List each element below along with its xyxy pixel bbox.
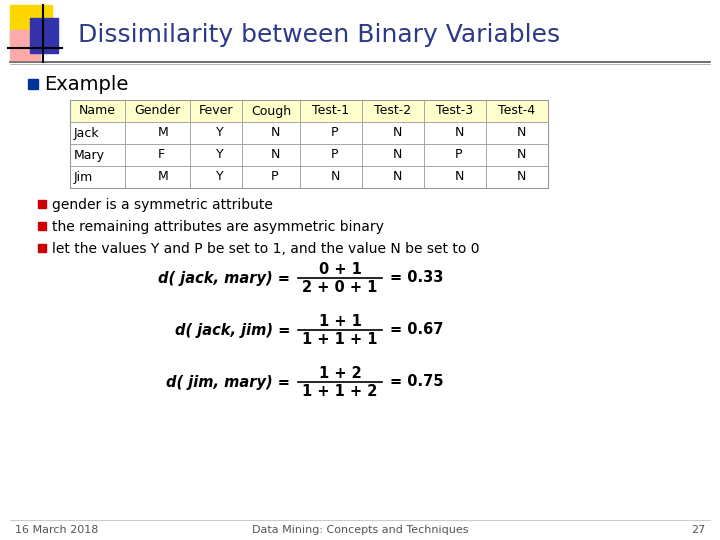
Text: N: N bbox=[393, 171, 402, 184]
Text: Example: Example bbox=[44, 76, 128, 94]
Text: d( jim, mary) =: d( jim, mary) = bbox=[166, 375, 290, 389]
Text: M: M bbox=[158, 126, 168, 139]
Text: 1 + 1 + 1: 1 + 1 + 1 bbox=[302, 333, 378, 348]
Text: = 0.33: = 0.33 bbox=[390, 271, 444, 286]
Text: Jack: Jack bbox=[74, 126, 99, 139]
Bar bbox=[10, 30, 40, 60]
Text: M: M bbox=[158, 171, 168, 184]
Text: N: N bbox=[517, 126, 526, 139]
Text: Y: Y bbox=[216, 126, 224, 139]
Text: N: N bbox=[393, 126, 402, 139]
Text: 16 March 2018: 16 March 2018 bbox=[15, 525, 99, 535]
Text: N: N bbox=[517, 171, 526, 184]
Text: d( jack, mary) =: d( jack, mary) = bbox=[158, 271, 290, 286]
Bar bbox=[10, 5, 52, 47]
Text: N: N bbox=[271, 126, 280, 139]
Bar bbox=[70, 100, 548, 122]
Text: Mary: Mary bbox=[74, 148, 105, 161]
Text: P: P bbox=[331, 126, 338, 139]
Text: Y: Y bbox=[216, 171, 224, 184]
Text: = 0.75: = 0.75 bbox=[390, 375, 444, 389]
Text: P: P bbox=[271, 171, 279, 184]
Text: N: N bbox=[455, 126, 464, 139]
Text: gender is a symmetric attribute: gender is a symmetric attribute bbox=[52, 198, 273, 212]
Text: Test-4: Test-4 bbox=[498, 105, 536, 118]
Text: Test-2: Test-2 bbox=[374, 105, 412, 118]
Text: Cough: Cough bbox=[251, 105, 291, 118]
Bar bbox=[38, 244, 46, 252]
Text: F: F bbox=[158, 148, 165, 161]
Text: N: N bbox=[393, 148, 402, 161]
Bar bbox=[70, 122, 548, 144]
Text: Dissimilarity between Binary Variables: Dissimilarity between Binary Variables bbox=[78, 23, 560, 47]
Text: d( jack, jim) =: d( jack, jim) = bbox=[175, 322, 290, 338]
Text: Y: Y bbox=[216, 148, 224, 161]
Text: 1 + 1: 1 + 1 bbox=[318, 314, 361, 329]
Text: N: N bbox=[271, 148, 280, 161]
Text: = 0.67: = 0.67 bbox=[390, 322, 444, 338]
Text: 2 + 0 + 1: 2 + 0 + 1 bbox=[302, 280, 378, 295]
Text: Test-1: Test-1 bbox=[312, 105, 350, 118]
Text: Fever: Fever bbox=[199, 105, 233, 118]
Text: N: N bbox=[455, 171, 464, 184]
Text: N: N bbox=[517, 148, 526, 161]
Bar bbox=[70, 166, 548, 188]
Text: P: P bbox=[455, 148, 462, 161]
Text: Gender: Gender bbox=[135, 105, 181, 118]
Text: 1 + 2: 1 + 2 bbox=[319, 367, 361, 381]
Bar bbox=[70, 144, 548, 166]
Text: Name: Name bbox=[79, 105, 116, 118]
Text: the remaining attributes are asymmetric binary: the remaining attributes are asymmetric … bbox=[52, 220, 384, 234]
Bar bbox=[38, 222, 46, 230]
Bar bbox=[30, 18, 58, 53]
Text: P: P bbox=[331, 148, 338, 161]
Text: Test-3: Test-3 bbox=[436, 105, 474, 118]
Text: N: N bbox=[331, 171, 341, 184]
Bar bbox=[28, 79, 38, 89]
Text: 0 + 1: 0 + 1 bbox=[318, 262, 361, 278]
Bar bbox=[70, 100, 548, 188]
Text: 1 + 1 + 2: 1 + 1 + 2 bbox=[302, 384, 378, 400]
Text: Data Mining: Concepts and Techniques: Data Mining: Concepts and Techniques bbox=[252, 525, 468, 535]
Text: 27: 27 bbox=[690, 525, 705, 535]
Text: Jim: Jim bbox=[74, 171, 94, 184]
Text: let the values Y and P be set to 1, and the value N be set to 0: let the values Y and P be set to 1, and … bbox=[52, 242, 480, 256]
Bar bbox=[38, 200, 46, 208]
